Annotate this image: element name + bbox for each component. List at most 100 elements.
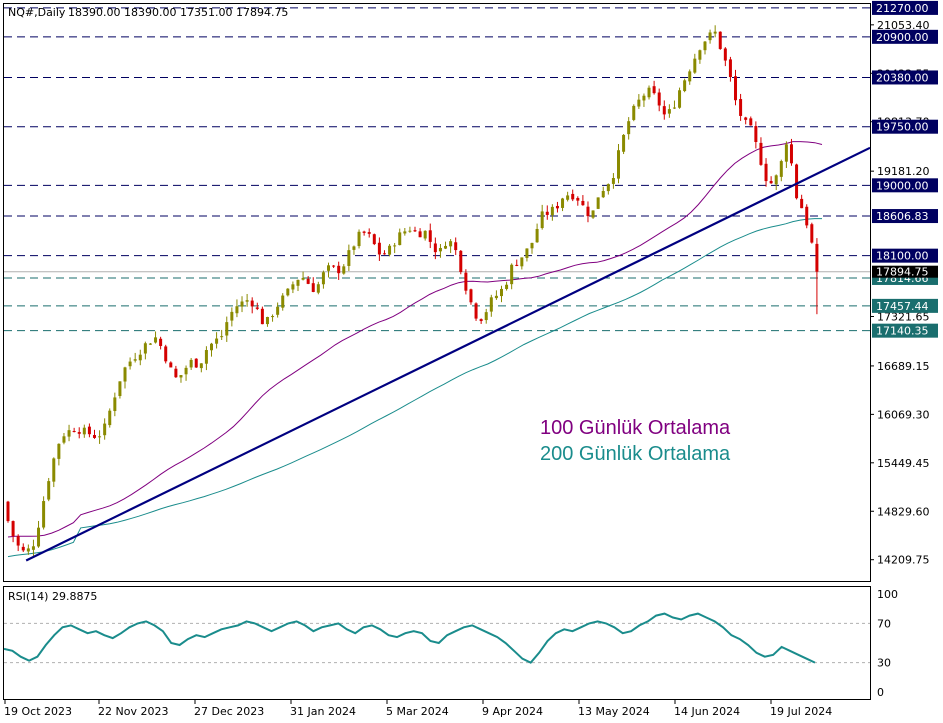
candle-body [459,250,463,272]
candle [11,520,15,543]
candle-body [21,546,25,551]
candle-body [37,527,41,547]
candle-body [189,359,193,368]
candle [489,294,493,317]
price-tick-label: 21053.40 [877,19,930,32]
candle-body [688,71,692,82]
candle-body [220,336,224,338]
candle [235,299,239,318]
candle-body [561,198,565,208]
candle [408,226,412,233]
candle-body [789,144,793,164]
level-label: 20380.00 [872,70,938,85]
candle-body [235,306,239,314]
candle [642,93,646,107]
candle-body [52,458,56,482]
candle-body [316,284,320,293]
candle [113,392,117,417]
candle [260,306,264,325]
candle-body [769,180,773,184]
candle-body [118,381,122,397]
candle-body [413,230,417,232]
candle-body [555,205,559,209]
candle-body [403,231,407,234]
candle-body [718,31,722,49]
candle [637,94,641,109]
candle [382,250,386,255]
candle [98,430,102,444]
candle [240,296,244,313]
candle [423,230,427,241]
candle-body [525,248,529,258]
candle-body [42,501,46,528]
candle [413,226,417,232]
candle [647,85,651,100]
candle [718,31,722,50]
chart-header-ohlc: 18390.00 18390.00 17351.00 17894.75 [68,6,288,19]
candle-body [87,426,91,435]
candle-body [617,150,620,179]
candle [805,204,809,229]
candle [510,263,514,290]
level-label-box [872,248,938,263]
candle [72,427,76,433]
candle [632,104,636,122]
level-label: 21270.00 [872,0,938,15]
candle [571,189,575,202]
candle-body [169,362,173,368]
candle-body [779,161,783,177]
candle-body [530,242,534,249]
candle-body [454,242,458,251]
candle-body [133,359,137,361]
candle-body [286,288,290,296]
candle [784,141,788,168]
level-label: 17140.35 [872,323,938,338]
candle [92,429,96,439]
candle [67,424,71,442]
candle-body [749,118,753,126]
candle [138,349,142,366]
candle-body [128,361,132,367]
candle-body [540,211,544,229]
candle [174,365,178,378]
candle-body [265,316,269,325]
level-label: 18606.83 [872,209,938,224]
level-label-text: 19750.00 [876,121,929,134]
level-label: 17457.44 [872,298,938,313]
candle-body [433,243,437,253]
candle-body [393,245,397,247]
candle [479,318,483,324]
candle [87,423,91,438]
candle [449,239,453,254]
candle [708,29,712,44]
candle-body [296,279,300,286]
level-label: 19750.00 [872,119,938,134]
candle-body [31,546,35,550]
candle [693,53,697,74]
candle-body [143,343,147,354]
candle-body [291,284,295,290]
candle-body [372,234,376,245]
rsi-line [3,612,816,664]
candle [515,259,519,267]
candle [601,186,605,199]
candle-body [194,358,198,368]
candle-body [225,322,229,336]
candle-body [693,58,697,73]
candle-body [810,224,814,243]
candle [566,191,570,202]
candle [189,358,193,370]
level-label: 18100.00 [872,248,938,263]
candle [352,245,356,255]
candle-body [77,432,81,434]
candle [662,100,666,120]
price-tick-label: 16689.15 [877,360,930,373]
candle-body [591,210,595,218]
candle [652,80,656,95]
candle [474,302,478,321]
candle-body [474,303,478,319]
candle [754,121,758,149]
candle [276,302,280,318]
candle-body [438,248,442,252]
candle-body [367,232,371,234]
